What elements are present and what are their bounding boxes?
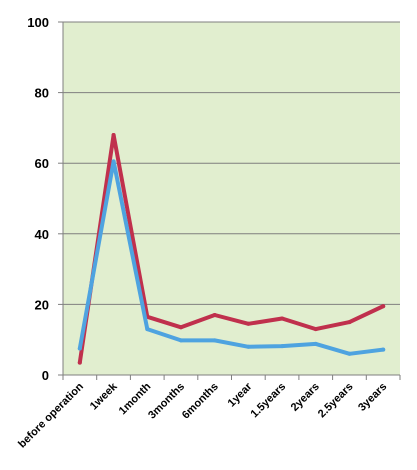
y-tick-label: 20: [35, 297, 49, 312]
x-tick-label: 6months: [180, 381, 221, 422]
series-1-point: [347, 320, 352, 325]
series-2-point: [77, 346, 82, 351]
y-tick-label: 60: [35, 156, 49, 171]
series-2-point: [212, 338, 217, 343]
x-tick-label: 1year: [226, 380, 255, 409]
x-tick-label: 1.5years: [249, 381, 289, 421]
series-2-point: [313, 341, 318, 346]
series-1-point: [381, 304, 386, 309]
series-1-point: [313, 327, 318, 332]
x-tick-label: 1week: [88, 380, 120, 412]
x-tick-label: 2years: [289, 381, 322, 414]
series-2-point: [347, 351, 352, 356]
series-2-point: [111, 159, 116, 164]
y-tick-label: 80: [35, 86, 49, 101]
x-tick-label: before operation: [16, 380, 86, 450]
y-tick-label: 40: [35, 227, 49, 242]
series-2-point: [145, 327, 150, 332]
series-1-point: [77, 360, 82, 365]
series-1-point: [179, 325, 183, 330]
series-lines: [77, 133, 386, 365]
series-1-point: [246, 321, 251, 326]
series-line-2: [77, 159, 386, 356]
y-tick-label: 100: [27, 15, 49, 30]
series-2-point: [246, 344, 251, 349]
x-axis-ticks: before operation 1week1month3months6month…: [16, 375, 401, 450]
series-1-point: [212, 313, 217, 317]
series-2-point: [381, 347, 386, 352]
series-1-point: [111, 133, 116, 137]
x-tick-label: 2.5years: [316, 381, 356, 421]
y-axis-ticks: 0 20 40 60 80 100: [27, 15, 63, 383]
series-2-point: [179, 338, 183, 343]
x-tick-label: 3years: [356, 381, 389, 414]
series-1-point: [280, 316, 285, 321]
series-line-1: [77, 133, 386, 365]
y-tick-label: 0: [42, 368, 49, 383]
series-2-point: [280, 344, 285, 349]
